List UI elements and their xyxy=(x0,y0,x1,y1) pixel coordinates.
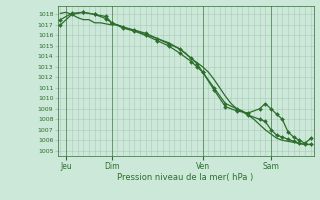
X-axis label: Pression niveau de la mer( hPa ): Pression niveau de la mer( hPa ) xyxy=(117,173,254,182)
